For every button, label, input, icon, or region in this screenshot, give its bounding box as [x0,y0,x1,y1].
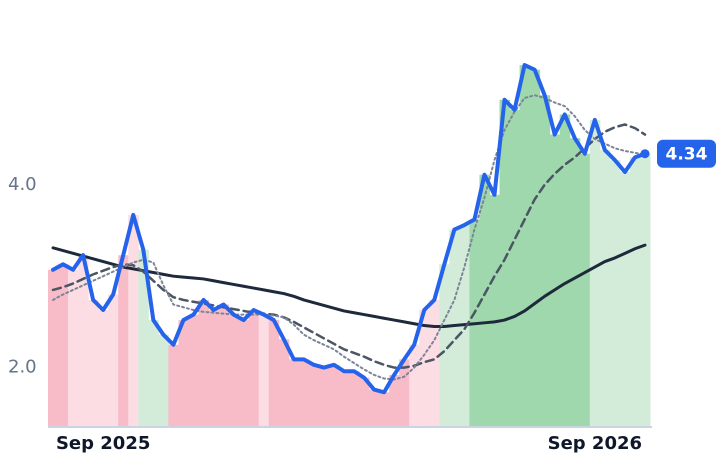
y-tick-label: 4.0 [8,174,37,195]
band [118,255,129,427]
band [359,377,370,427]
band [248,310,260,427]
band [409,344,420,427]
band [328,364,340,427]
latest-label: 4.34 [666,145,708,165]
band [439,264,450,427]
latest-dot [640,149,650,159]
series-line [51,123,647,369]
band [419,310,430,427]
band [449,229,460,427]
band [58,264,69,427]
band [228,314,240,427]
band [559,114,571,427]
band [68,269,79,427]
band [389,374,400,427]
band [369,389,380,427]
band [639,153,651,427]
band [519,65,531,427]
band [288,359,300,427]
band [258,314,270,427]
band [138,249,149,427]
band [599,150,611,427]
band [529,69,541,428]
band [168,344,179,427]
band [589,119,601,427]
band [429,299,440,427]
band [579,153,591,427]
band [569,138,581,427]
band [349,371,360,427]
band [218,304,230,427]
band [208,310,220,427]
band [549,134,561,427]
band [268,320,280,427]
x-tick-label: Sep 2025 [56,433,150,454]
series-line [51,63,647,395]
band [108,294,119,427]
band [619,172,631,427]
band [78,255,89,427]
band [148,320,159,427]
band [539,95,551,428]
band [198,299,210,427]
band [489,194,501,427]
y-tick-label: 2.0 [8,357,37,378]
band [629,157,641,427]
band [338,371,350,427]
series-line [51,243,647,328]
band [238,320,250,427]
band [278,339,290,427]
band [379,392,390,427]
band [609,160,621,427]
band [308,364,320,427]
band [128,214,139,427]
band [88,299,99,427]
band [188,314,199,427]
band [318,367,330,427]
band [298,359,310,427]
x-tick-label: Sep 2026 [548,433,642,454]
band [178,320,189,427]
band [399,359,410,427]
band [98,310,109,427]
band [499,99,511,427]
band [479,174,490,427]
latest-badge [657,139,716,168]
band [47,269,59,427]
band [158,334,169,427]
band [509,109,521,428]
